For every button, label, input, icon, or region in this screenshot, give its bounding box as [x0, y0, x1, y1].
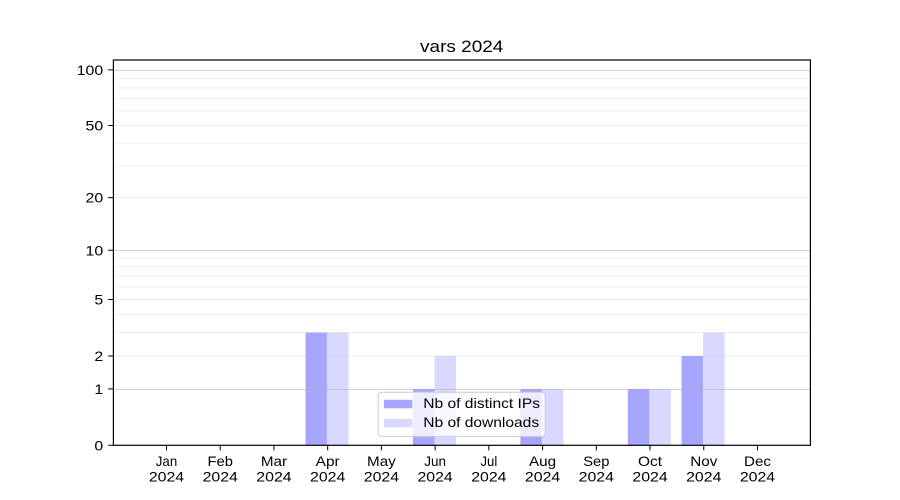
svg-text:Apr: Apr: [316, 453, 340, 469]
svg-text:50: 50: [86, 117, 104, 133]
svg-text:2024: 2024: [740, 468, 776, 484]
svg-text:2: 2: [94, 348, 103, 364]
svg-text:Jan: Jan: [156, 453, 177, 469]
svg-text:0: 0: [94, 437, 103, 453]
svg-text:Nov: Nov: [690, 453, 717, 469]
svg-text:Nb of downloads: Nb of downloads: [423, 414, 539, 430]
svg-text:2024: 2024: [149, 468, 185, 484]
svg-text:2024: 2024: [471, 468, 507, 484]
svg-text:2024: 2024: [310, 468, 346, 484]
svg-text:1: 1: [94, 381, 103, 397]
svg-text:100: 100: [77, 62, 104, 78]
svg-text:2024: 2024: [525, 468, 561, 484]
svg-text:Dec: Dec: [744, 453, 771, 469]
svg-text:2024: 2024: [203, 468, 239, 484]
svg-text:20: 20: [86, 190, 104, 206]
svg-text:10: 10: [86, 242, 104, 258]
svg-text:May: May: [367, 453, 396, 469]
svg-text:Sep: Sep: [583, 453, 609, 469]
svg-text:2024: 2024: [579, 468, 615, 484]
svg-text:Oct: Oct: [638, 453, 662, 469]
svg-text:5: 5: [94, 292, 103, 308]
svg-text:2024: 2024: [256, 468, 292, 484]
svg-text:Nb of distinct IPs: Nb of distinct IPs: [423, 395, 540, 411]
svg-text:Feb: Feb: [208, 453, 234, 469]
svg-text:2024: 2024: [417, 468, 453, 484]
svg-text:2024: 2024: [364, 468, 400, 484]
svg-text:Mar: Mar: [261, 453, 288, 469]
svg-text:Jul: Jul: [480, 453, 497, 469]
svg-text:vars 2024: vars 2024: [420, 37, 503, 56]
svg-text:2024: 2024: [686, 468, 722, 484]
svg-text:Aug: Aug: [529, 453, 556, 469]
svg-text:Jun: Jun: [424, 453, 446, 469]
svg-text:2024: 2024: [632, 468, 668, 484]
